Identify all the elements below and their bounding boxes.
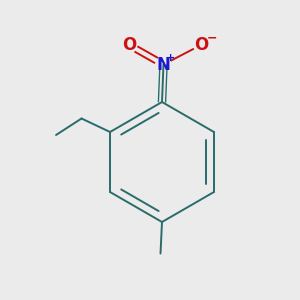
- Text: O: O: [122, 36, 136, 54]
- Text: +: +: [166, 53, 175, 63]
- Text: O: O: [194, 36, 208, 54]
- Text: N: N: [157, 56, 170, 74]
- Text: −: −: [206, 32, 217, 45]
